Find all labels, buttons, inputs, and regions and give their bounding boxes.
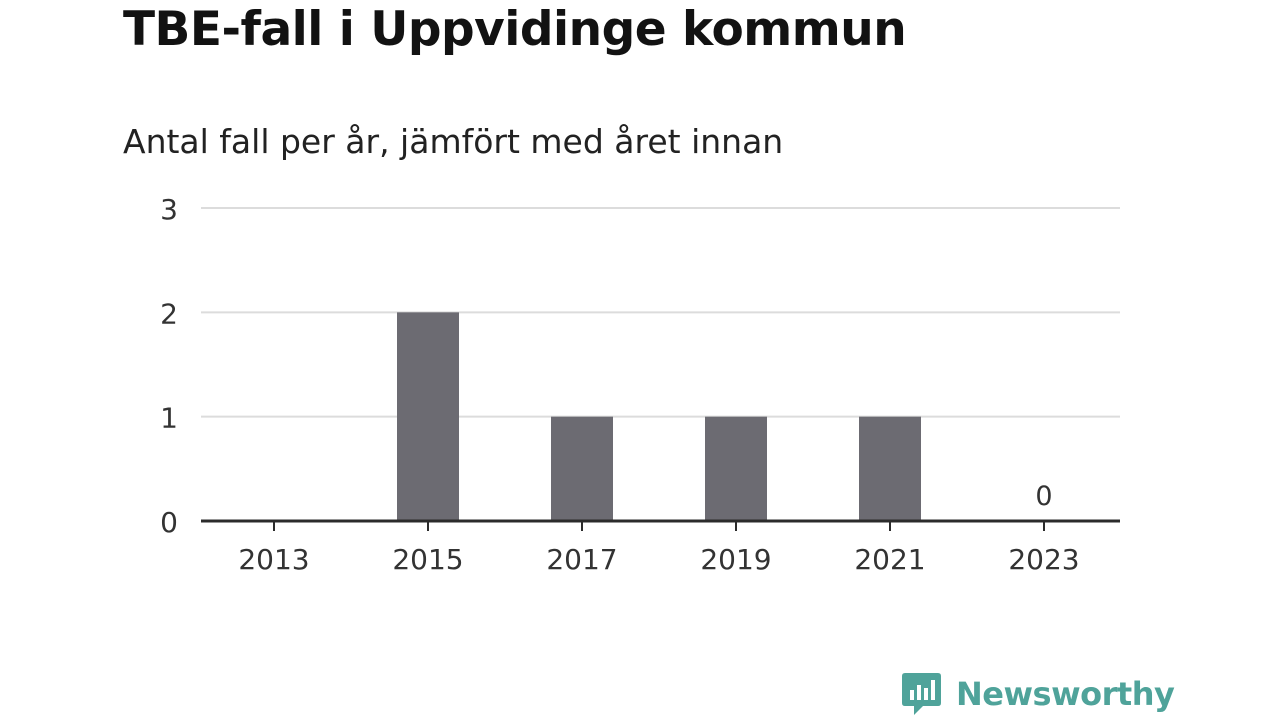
- x-tick-label: 2017: [546, 543, 617, 576]
- grid-lines: [201, 207, 1120, 418]
- x-tick-label: 2019: [700, 543, 771, 576]
- x-axis-tick-labels: 2013 2015 2017 2019 2021 2023: [238, 521, 1080, 576]
- chart-subtitle: Antal fall per år, jämfört med året inna…: [123, 122, 784, 161]
- x-tick-label: 2021: [854, 543, 925, 576]
- y-tick-label: 2: [160, 297, 178, 330]
- x-tick-label: 2013: [238, 543, 309, 576]
- bars: [397, 312, 921, 521]
- x-tick-label: 2023: [1008, 543, 1079, 576]
- bar-2015: [397, 312, 459, 521]
- brand-logo: Newsworthy: [901, 670, 1175, 718]
- bar-2019: [705, 416, 767, 521]
- chart-title: TBE-fall i Uppvidinge kommun: [123, 2, 907, 57]
- newsworthy-logo-icon: [902, 673, 941, 715]
- y-tick-label: 3: [160, 193, 178, 226]
- bar-2017: [551, 416, 613, 521]
- bar-2021: [859, 416, 921, 521]
- y-tick-label: 0: [160, 506, 178, 539]
- x-tick-label: 2015: [392, 543, 463, 576]
- y-tick-label: 1: [160, 402, 178, 435]
- data-labels: 0: [1035, 481, 1052, 512]
- data-label: 0: [1035, 481, 1052, 512]
- brand-name: Newsworthy: [956, 675, 1175, 713]
- y-axis-tick-labels: 0 1 2 3: [160, 193, 178, 539]
